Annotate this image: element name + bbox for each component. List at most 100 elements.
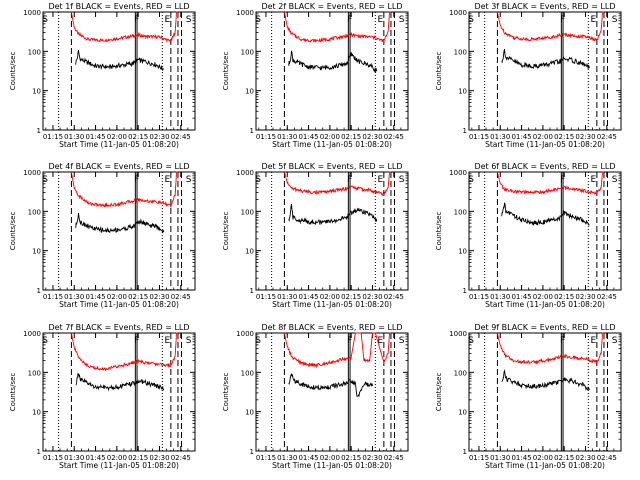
flag-label: S [468, 175, 474, 185]
x-tick-label: 02:30 [575, 454, 595, 462]
x-tick-label: 02:00 [107, 133, 127, 141]
x-tick-label: 01:15 [256, 133, 276, 141]
plot-frame [468, 332, 622, 452]
x-tick-label: 02:15 [341, 133, 361, 141]
events-series-line [75, 372, 165, 392]
x-axis-label: Start Time (11-Jan-05 01:08:20) [59, 140, 179, 149]
y-tick-label: 1 [250, 287, 254, 295]
flag-label: F [560, 175, 565, 185]
x-tick-label: 01:15 [469, 454, 489, 462]
lld-series-line [283, 11, 391, 43]
y-axis-label: Counts/sec [435, 212, 443, 251]
y-tick-label: 1 [250, 448, 254, 456]
lld-series-line [283, 171, 391, 197]
x-tick-label: 01:45 [298, 133, 318, 141]
y-tick-label: 100 [28, 48, 41, 56]
flag-label: S [399, 175, 405, 185]
x-tick-label: 01:30 [64, 454, 84, 462]
flag-label: E [164, 175, 170, 185]
x-tick-label: 01:45 [298, 293, 318, 301]
x-tick-label: 01:15 [256, 454, 276, 462]
x-tick-label: 02:15 [554, 133, 574, 141]
events-series-line [501, 202, 590, 227]
x-axis-label: Start Time (11-Jan-05 01:08:20) [485, 300, 605, 309]
detector-panel-7: Det 7f BLACK = Events, RED = LLD 1 10 100 10… [9, 323, 196, 470]
x-tick-label: 01:30 [64, 133, 84, 141]
y-axis-label: Counts/sec [435, 373, 443, 412]
flag-label: F [347, 175, 352, 185]
flag-label: E [164, 15, 170, 25]
y-tick-label: 1000 [449, 9, 467, 17]
y-tick-label: 1000 [236, 169, 254, 177]
x-tick-label: 02:15 [128, 133, 148, 141]
x-tick-label: 02:45 [597, 454, 617, 462]
x-axis-label: Start Time (11-Jan-05 01:08:20) [59, 461, 179, 470]
flag-label: S [186, 15, 192, 25]
x-tick-label: 02:30 [575, 293, 595, 301]
plot-frame [255, 332, 409, 452]
flag-label: S [468, 15, 474, 25]
lld-series-line [70, 332, 178, 372]
y-tick-label: 10 [32, 248, 41, 256]
y-axis-label: Counts/sec [9, 52, 17, 91]
plot-frame [468, 171, 622, 291]
x-tick-label: 01:15 [43, 133, 63, 141]
lld-series-line [496, 11, 604, 43]
y-tick-label: 10 [245, 88, 254, 96]
flag-label: F [134, 175, 139, 185]
x-axis-label: Start Time (11-Jan-05 01:08:20) [485, 461, 605, 470]
x-tick-label: 01:30 [277, 133, 297, 141]
panel-title: Det 9f BLACK = Events, RED = LLD [474, 323, 615, 332]
plot-frame [468, 11, 622, 131]
lld-series-line [496, 171, 604, 195]
x-tick-label: 02:30 [575, 133, 595, 141]
panel-title: Det 5f BLACK = Events, RED = LLD [261, 162, 402, 171]
flag-label: S [399, 15, 405, 25]
lld-series-line [283, 332, 391, 369]
y-tick-label: 10 [32, 409, 41, 417]
x-tick-label: 01:30 [277, 454, 297, 462]
y-tick-label: 10 [32, 88, 41, 96]
y-tick-label: 1000 [236, 330, 254, 338]
events-series-line [501, 369, 591, 391]
x-tick-label: 01:15 [43, 293, 63, 301]
panel-title: Det 7f BLACK = Events, RED = LLD [48, 323, 189, 332]
x-tick-label: 02:00 [107, 454, 127, 462]
x-tick-label: 01:30 [490, 454, 510, 462]
x-tick-label: 02:45 [597, 293, 617, 301]
flag-label: S [255, 175, 261, 185]
y-tick-label: 10 [458, 409, 467, 417]
flag-label: F [134, 336, 139, 346]
x-tick-label: 01:30 [277, 293, 297, 301]
events-series-line [288, 50, 378, 73]
plot-frame [255, 11, 409, 131]
y-tick-label: 100 [28, 208, 41, 216]
x-tick-label: 02:45 [171, 293, 191, 301]
x-tick-label: 02:45 [384, 133, 404, 141]
x-tick-label: 01:45 [85, 454, 105, 462]
flag-label: S [468, 336, 474, 346]
flag-label: S [42, 175, 48, 185]
flag-label: S [186, 336, 192, 346]
x-tick-label: 02:30 [149, 293, 169, 301]
lld-series-line [70, 171, 178, 209]
detector-panel-9: Det 9f BLACK = Events, RED = LLD 1 10 100 10… [435, 323, 622, 470]
y-tick-label: 100 [454, 208, 467, 216]
flag-label: F [134, 15, 139, 25]
x-tick-label: 01:45 [85, 293, 105, 301]
detector-panel-8: Det 8f BLACK = Events, RED = LLD 1 10 100 10… [222, 323, 409, 470]
y-tick-label: 1000 [23, 330, 41, 338]
x-tick-label: 01:45 [511, 293, 531, 301]
x-axis-label: Start Time (11-Jan-05 01:08:20) [59, 300, 179, 309]
y-axis-label: Counts/sec [9, 373, 17, 412]
x-tick-label: 01:45 [85, 133, 105, 141]
y-tick-label: 1000 [23, 169, 41, 177]
panel-title: Det 6f BLACK = Events, RED = LLD [474, 162, 615, 171]
y-tick-label: 1 [37, 448, 41, 456]
detector-panel-4: Det 4f BLACK = Events, RED = LLD 1 10 100 10… [9, 162, 196, 309]
lld-series-line [70, 11, 178, 44]
flag-label: S [399, 336, 405, 346]
x-tick-label: 02:30 [362, 454, 382, 462]
y-axis-label: Counts/sec [9, 212, 17, 251]
